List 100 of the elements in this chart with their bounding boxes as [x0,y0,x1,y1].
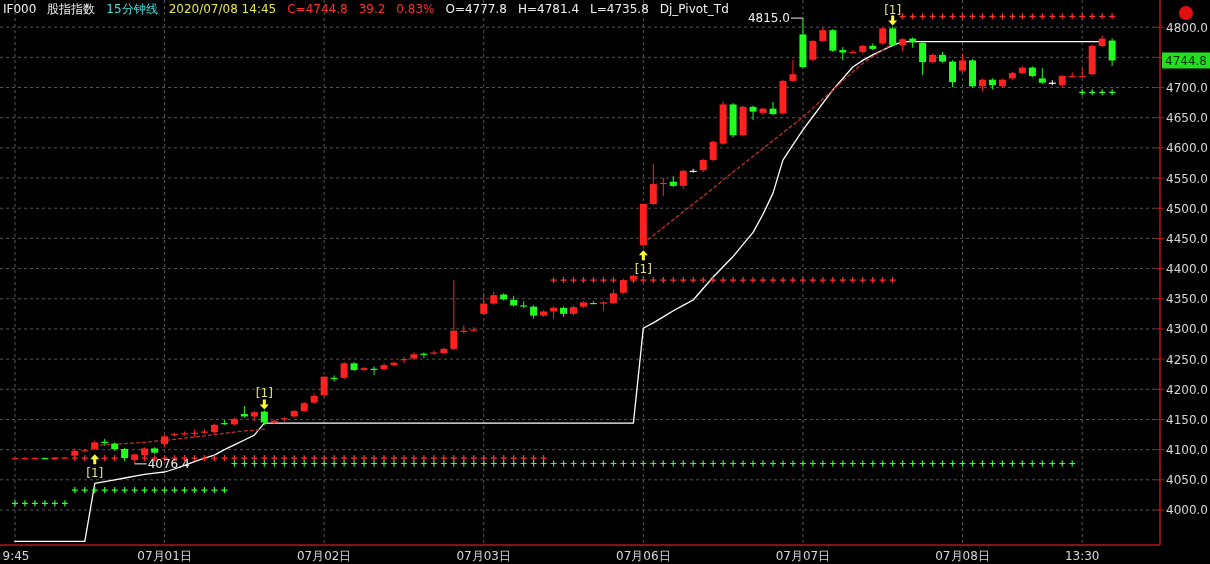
point [210,454,219,462]
point [490,454,498,462]
y-tick-label: 4150.0 [1166,412,1208,427]
candlestick [649,163,657,206]
point [639,276,647,284]
point [480,454,488,462]
point [51,499,59,507]
point [759,276,767,284]
point [380,454,388,462]
point [340,454,348,462]
point [1108,88,1116,96]
candlestick [889,26,897,47]
point [599,276,608,284]
point [71,486,79,494]
annotation: [1] [86,466,104,481]
point [709,276,717,284]
point [839,276,847,284]
point [370,454,378,462]
point [320,454,328,462]
point [160,486,169,494]
point [151,486,159,494]
point [350,454,358,462]
x-tick-label: 07月03日 [456,549,512,563]
point [559,276,568,284]
point [121,486,129,494]
point [539,454,548,462]
chart-title: IF000 [3,2,37,16]
point [689,276,697,284]
y-tick-label: 4500.0 [1166,201,1208,216]
point [1098,88,1106,96]
point [589,276,598,284]
point [460,454,468,462]
candlestick [709,140,717,162]
point [330,454,338,462]
y-tick-label: 4100.0 [1166,443,1208,458]
annotation: L=4735.8 [590,2,649,16]
point [579,276,588,284]
x-tick-label: 07月08日 [935,549,990,563]
point [210,486,219,494]
x-tick-label: 9:45 [2,549,30,563]
y-tick-label: 4350.0 [1166,292,1208,307]
point [789,276,797,284]
annotation: H=4781.4 [517,2,580,16]
annotation: 15分钟线 [106,2,158,16]
point [739,276,747,284]
point [819,276,827,284]
point [141,486,149,494]
point [230,454,238,462]
point [849,276,857,284]
point [869,276,877,284]
candlestick [769,101,777,116]
point [190,454,199,462]
candlestick [919,41,927,76]
annotation: O=4777.8 [445,2,507,16]
point [91,486,99,494]
x-tick-label: 07月01日 [137,549,192,563]
chart-subtitle: 股指指数 [47,2,96,16]
y-tick-label: 4450.0 [1166,231,1208,246]
point [530,454,538,462]
point [270,454,278,462]
y-tick-label: 4800.0 [1166,20,1208,35]
point [450,454,458,462]
candlestick [380,362,388,372]
point [200,486,209,494]
annotation: C=4744.8 [287,2,348,16]
point [889,276,897,284]
point [1108,12,1116,20]
point [290,454,298,462]
candlestick [789,59,797,83]
x-tick-label: 13:30 [1064,549,1100,563]
y-tick-label: 4250.0 [1166,352,1208,367]
point [520,454,528,462]
y-tick-label: 4200.0 [1166,382,1208,397]
point [21,499,29,507]
point [81,454,89,462]
point [440,454,448,462]
candlestick [679,169,687,190]
point [510,454,518,462]
point [769,276,777,284]
point [420,454,428,462]
point [390,454,398,462]
point [101,486,109,494]
candlestick [450,279,458,351]
point [829,276,837,284]
point [200,454,209,462]
candlestick [1108,37,1116,67]
x-tick-label: 07月06日 [616,549,671,563]
point [300,454,308,462]
annotation: [1] [884,2,902,17]
point [310,454,318,462]
candlestick [959,53,967,73]
point [260,454,268,462]
point [799,276,807,284]
y-tick-label: 4050.0 [1166,473,1208,488]
point [240,454,248,462]
point [190,486,199,494]
point [659,276,667,284]
annotation: [1] [255,386,273,401]
annotation: 0.83% [396,2,435,16]
candlestick [360,366,368,372]
